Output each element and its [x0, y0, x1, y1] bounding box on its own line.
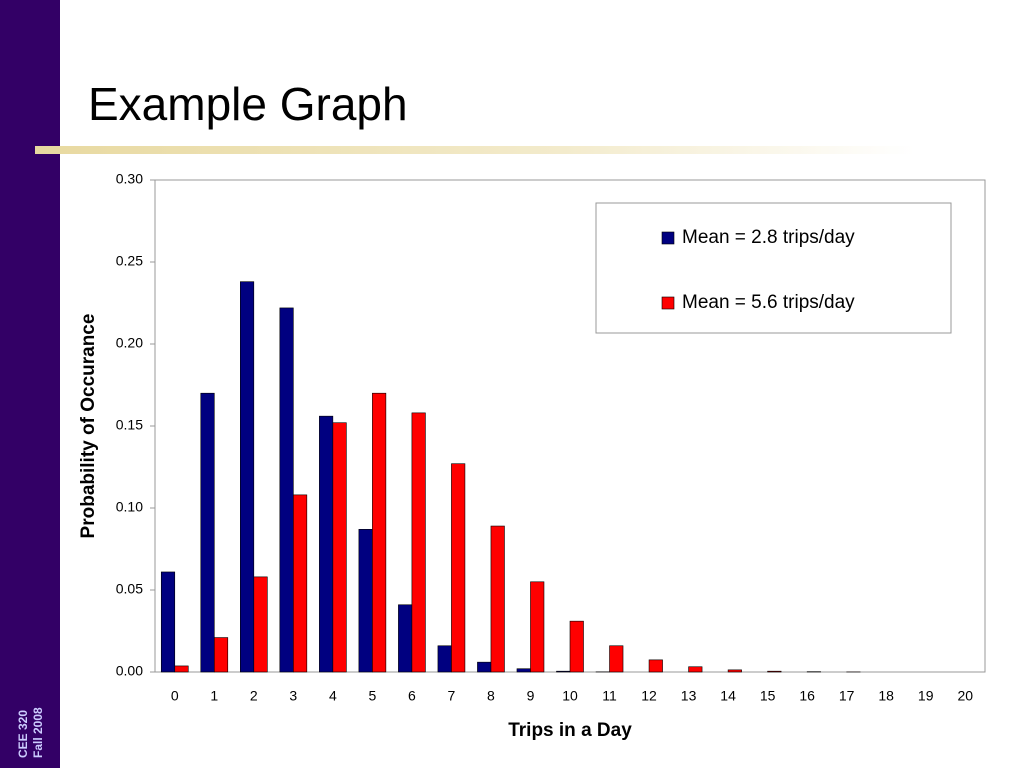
x-tick-label: 5 — [368, 688, 376, 704]
x-tick-label: 13 — [681, 688, 697, 704]
legend — [595, 202, 952, 334]
bar — [332, 422, 347, 673]
y-tick-label: 0.15 — [116, 417, 143, 433]
bar — [398, 604, 413, 673]
x-axis-label: Trips in a Day — [508, 720, 632, 741]
bar — [293, 494, 308, 673]
x-tick-label: 6 — [408, 688, 416, 704]
x-tick-label: 1 — [210, 688, 218, 704]
slide-title: Example Graph — [88, 78, 408, 130]
x-tick-label: 10 — [562, 688, 578, 704]
x-tick-label: 15 — [760, 688, 776, 704]
bar — [437, 645, 452, 673]
x-tick-label: 18 — [878, 688, 894, 704]
bar — [174, 665, 189, 673]
bar — [490, 525, 505, 673]
y-axis-label: Probability of Occurance — [78, 314, 99, 539]
bar — [688, 666, 703, 673]
x-tick-label: 9 — [527, 688, 535, 704]
y-tick-label: 0.30 — [116, 171, 143, 187]
bar — [160, 571, 176, 673]
x-tick-label: 7 — [448, 688, 456, 704]
x-tick-label: 0 — [171, 688, 179, 704]
bar — [213, 637, 229, 673]
bar — [477, 661, 492, 673]
bar — [569, 620, 584, 673]
bar — [372, 392, 387, 673]
y-tick-label: 0.00 — [116, 663, 143, 679]
legend-label: Mean = 2.8 trips/day — [682, 227, 855, 248]
bar — [200, 392, 215, 673]
y-tick-label: 0.25 — [116, 253, 143, 269]
bar — [727, 669, 742, 673]
bar — [411, 412, 426, 673]
bar — [240, 281, 255, 673]
x-tick-label: 11 — [602, 688, 617, 704]
bar — [556, 670, 571, 673]
side-bar — [0, 0, 60, 768]
bar — [648, 659, 663, 673]
bar — [358, 529, 373, 673]
x-tick-label: 4 — [329, 688, 337, 704]
x-tick-label: 12 — [641, 688, 657, 704]
title-rule — [35, 146, 915, 154]
bar — [516, 668, 531, 673]
y-tick-label: 0.10 — [116, 499, 143, 515]
bar — [253, 576, 268, 673]
bar — [451, 463, 466, 673]
bar — [767, 670, 782, 673]
footer-line: Fall 2008 — [31, 707, 45, 758]
legend-label: Mean = 5.6 trips/day — [682, 292, 855, 313]
bar — [319, 415, 334, 673]
x-tick-label: 3 — [289, 688, 297, 704]
x-tick-label: 2 — [250, 688, 258, 704]
bar — [530, 581, 545, 673]
bar — [279, 307, 294, 673]
legend-swatch — [661, 296, 675, 310]
legend-swatch — [661, 231, 675, 245]
x-tick-label: 14 — [720, 688, 736, 704]
footer-line: CEE 320 — [16, 710, 30, 758]
x-tick-label: 20 — [957, 688, 973, 704]
bar — [609, 645, 624, 673]
y-tick-label: 0.20 — [116, 335, 143, 351]
x-tick-label: 8 — [487, 688, 495, 704]
x-tick-label: 16 — [799, 688, 815, 704]
y-tick-label: 0.05 — [116, 581, 143, 597]
x-tick-label: 19 — [918, 688, 934, 704]
x-tick-label: 17 — [839, 688, 855, 704]
